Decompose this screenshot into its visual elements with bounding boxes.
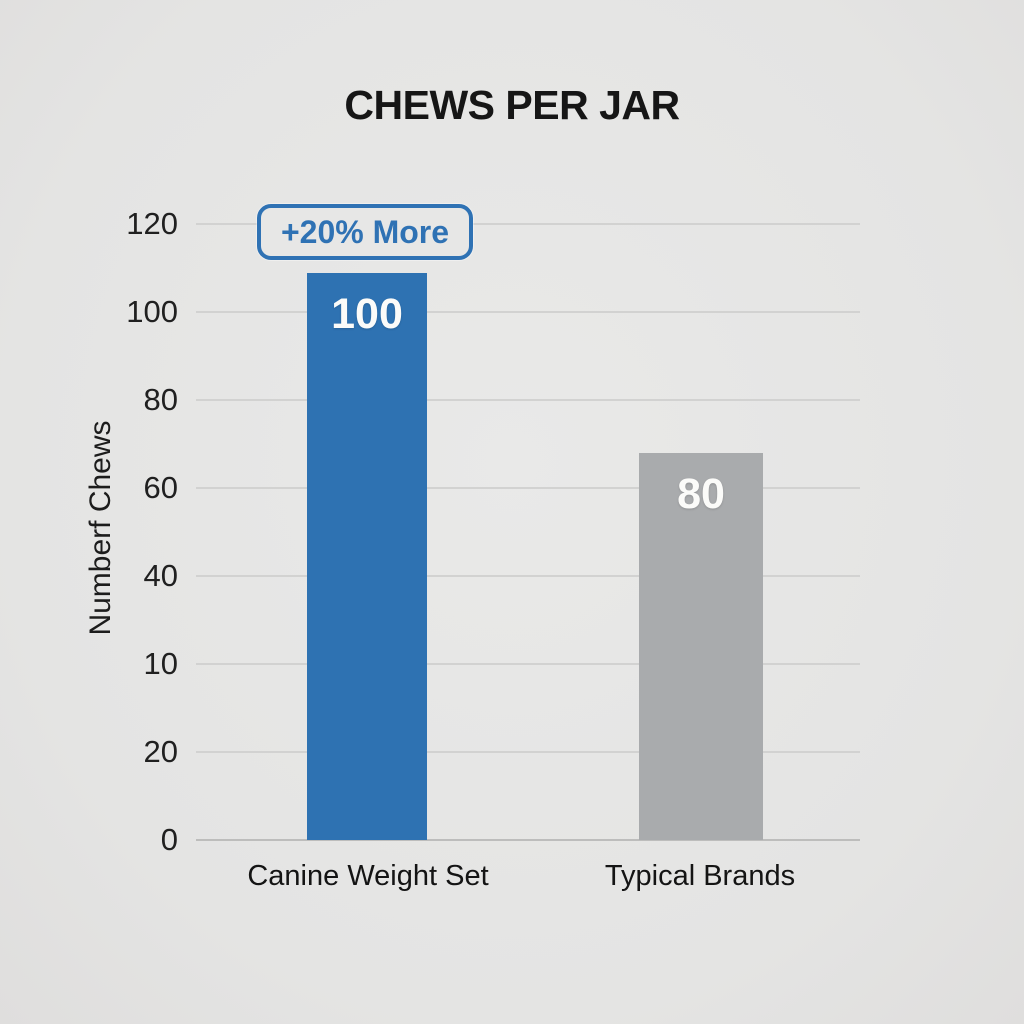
y-tick-label: 120	[126, 206, 178, 241]
y-tick-label: 40	[143, 558, 178, 593]
bar-value-label: 80	[677, 470, 725, 518]
x-axis-label-canine-weight-set: Canine Weight Set	[247, 860, 489, 892]
gridline	[196, 575, 860, 577]
bar-typical-brands: 80	[639, 453, 763, 840]
y-tick-label: 20	[143, 734, 178, 769]
y-tick-label: 100	[126, 294, 178, 329]
y-tick-label: 80	[143, 382, 178, 417]
chart-title: CHEWS PER JAR	[344, 82, 680, 128]
y-tick-label: 10	[143, 646, 178, 681]
bar-canine-weight-set: 100	[307, 273, 427, 840]
gridline	[196, 487, 860, 489]
gridline	[196, 399, 860, 401]
gridline	[196, 751, 860, 753]
y-tick-label: 60	[143, 470, 178, 505]
annotation-badge: +20% More	[257, 204, 473, 260]
annotation-badge-text: +20% More	[280, 213, 450, 250]
gridline	[196, 311, 860, 313]
gridline	[196, 223, 860, 225]
x-axis-baseline	[196, 839, 860, 841]
gridline	[196, 663, 860, 665]
x-axis-label-typical-brands: Typical Brands	[604, 860, 796, 892]
bar-value-label: 100	[331, 290, 403, 338]
y-tick-label: 0	[160, 822, 178, 857]
